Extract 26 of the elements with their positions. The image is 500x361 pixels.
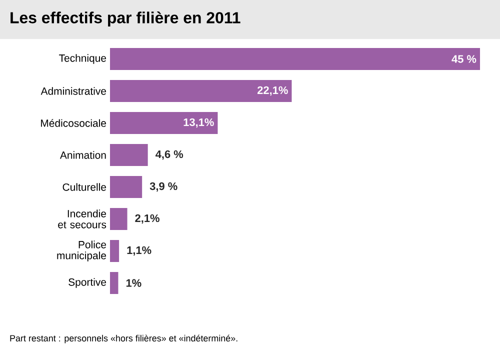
data-label: 45 % (452, 55, 476, 63)
y-tick-label: Animation (60, 151, 106, 159)
data-label: 3,9 % (150, 182, 178, 192)
y-tick-label: Médicosociale (41, 119, 106, 127)
bar (110, 48, 480, 70)
y-tick-label: Sportive (68, 278, 106, 288)
y-tick-label: Culturelle (62, 183, 106, 191)
data-label: 13,1% (184, 118, 214, 128)
data-label: 4,6 % (156, 150, 184, 160)
data-label: 1% (126, 279, 142, 287)
chart-title: Les effectifs par filière en 2011 (10, 12, 240, 27)
bar (110, 176, 142, 198)
bar (110, 272, 118, 294)
y-tick-label: Administrative (40, 87, 106, 95)
data-label: 22,1% (258, 86, 288, 96)
y-tick-label: Technique (59, 54, 106, 64)
text: Part restant : personnels «hors filières» et «indéterminé». (10, 334, 238, 344)
bar (110, 144, 148, 166)
bar (110, 80, 292, 102)
y-tick-label: Police municipale (57, 240, 106, 262)
data-label: 2,1% (135, 214, 160, 224)
bar (110, 112, 218, 134)
y-tick-label: Incendie et secours (58, 210, 106, 228)
bar (110, 208, 128, 230)
data-label: 1,1% (127, 246, 152, 256)
bar (110, 240, 120, 262)
